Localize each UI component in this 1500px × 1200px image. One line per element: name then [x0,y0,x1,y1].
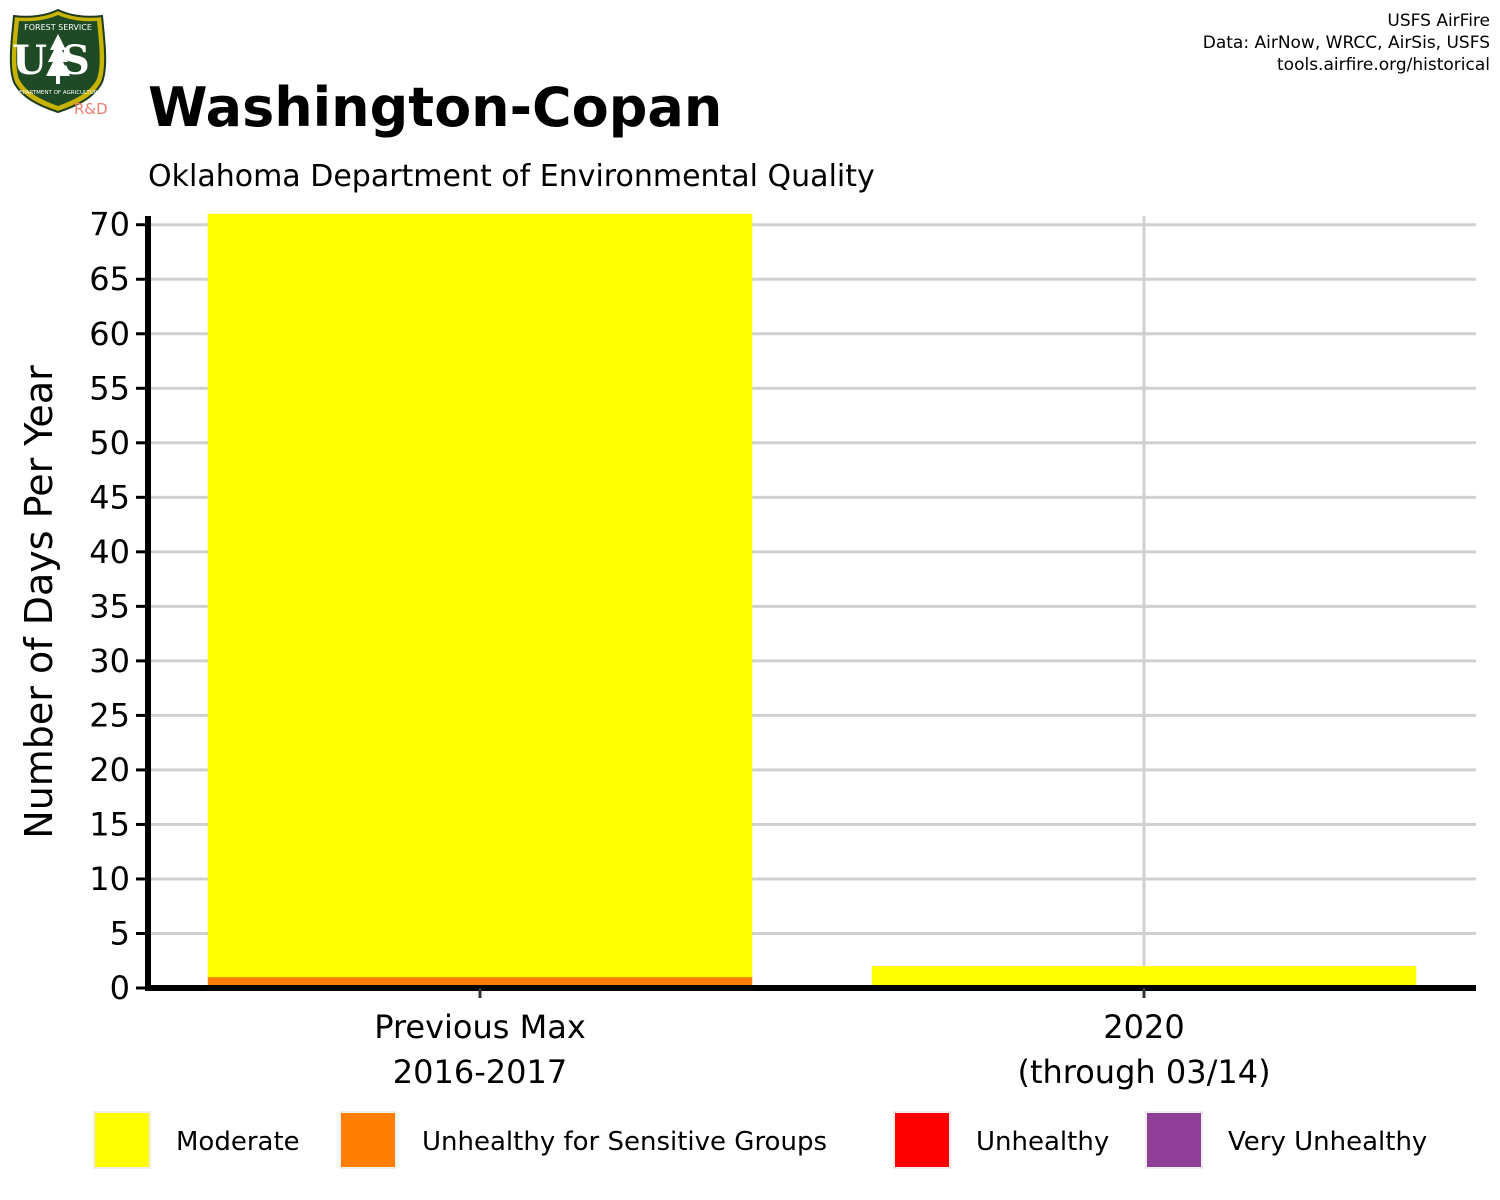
x-tick-label: Previous Max [374,1008,586,1046]
x-tick-label: 2016-2017 [393,1053,567,1091]
y-tick-label: 15 [89,805,130,843]
legend: Moderate Unhealthy for Sensitive Groups Un… [93,1111,1427,1169]
y-tick-label: 35 [89,587,130,625]
legend-label: Very Unhealthy [1228,1127,1427,1157]
bars [207,213,1417,988]
legend-label: Unhealthy for Sensitive Groups [422,1127,827,1157]
x-tick-labels: Previous Max 2016-2017 2020 (through 03/14) [374,1008,1270,1091]
logo-rd-badge: R&D [74,100,108,118]
legend-swatch [1145,1111,1203,1169]
bar-segment [207,977,753,988]
y-tick-label: 60 [89,315,130,353]
x-tick-label: (through 03/14) [1017,1053,1270,1091]
chart-subtitle: Oklahoma Department of Environmental Qua… [148,159,875,194]
tree-icon [46,34,70,84]
y-tick-labels: 0 5 10 15 20 25 30 35 40 45 50 55 60 65 70 [89,206,130,1007]
y-tick-label: 30 [89,642,130,680]
bar-segment [871,966,1417,988]
legend-swatch [893,1111,951,1169]
credit-line-1: USFS AirFire [1387,11,1490,31]
y-tick-label: 10 [89,860,130,898]
logo-top-text: FOREST SERVICE [24,23,92,32]
y-tick-label: 70 [89,206,130,244]
usfs-shield-logo: FOREST SERVICE US DEPARTMENT OF AGRICULT… [9,8,107,114]
credit-line-2: Data: AirNow, WRCC, AirSis, USFS [1203,33,1490,53]
y-tick-label: 40 [89,533,130,571]
y-tick-label: 65 [89,260,130,298]
chart-title: Washington-Copan [148,76,722,139]
legend-swatch [339,1111,397,1169]
legend-label: Moderate [176,1127,300,1157]
logo-bottom-text: DEPARTMENT OF AGRICULTURE [15,90,102,96]
bar-segment [207,213,753,978]
y-tick-label: 25 [89,696,130,734]
legend-swatch [93,1111,151,1169]
y-tick-label: 20 [89,751,130,789]
credit-line-3: tools.airfire.org/historical [1277,55,1490,75]
axes [136,216,1476,998]
y-tick-label: 5 [110,914,130,952]
legend-label: Unhealthy [976,1127,1109,1157]
y-tick-label: 45 [89,478,130,516]
y-tick-label: 55 [89,369,130,407]
x-tick-label: 2020 [1103,1008,1184,1046]
y-axis-title: Number of Days Per Year [17,365,61,839]
y-tick-label: 50 [89,424,130,462]
y-tick-label: 0 [110,969,130,1007]
